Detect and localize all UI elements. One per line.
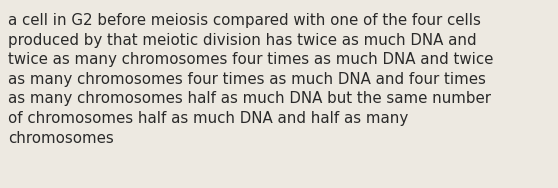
Text: a cell in G2 before meiosis compared with one of the four cells
produced by that: a cell in G2 before meiosis compared wit… bbox=[8, 13, 493, 146]
